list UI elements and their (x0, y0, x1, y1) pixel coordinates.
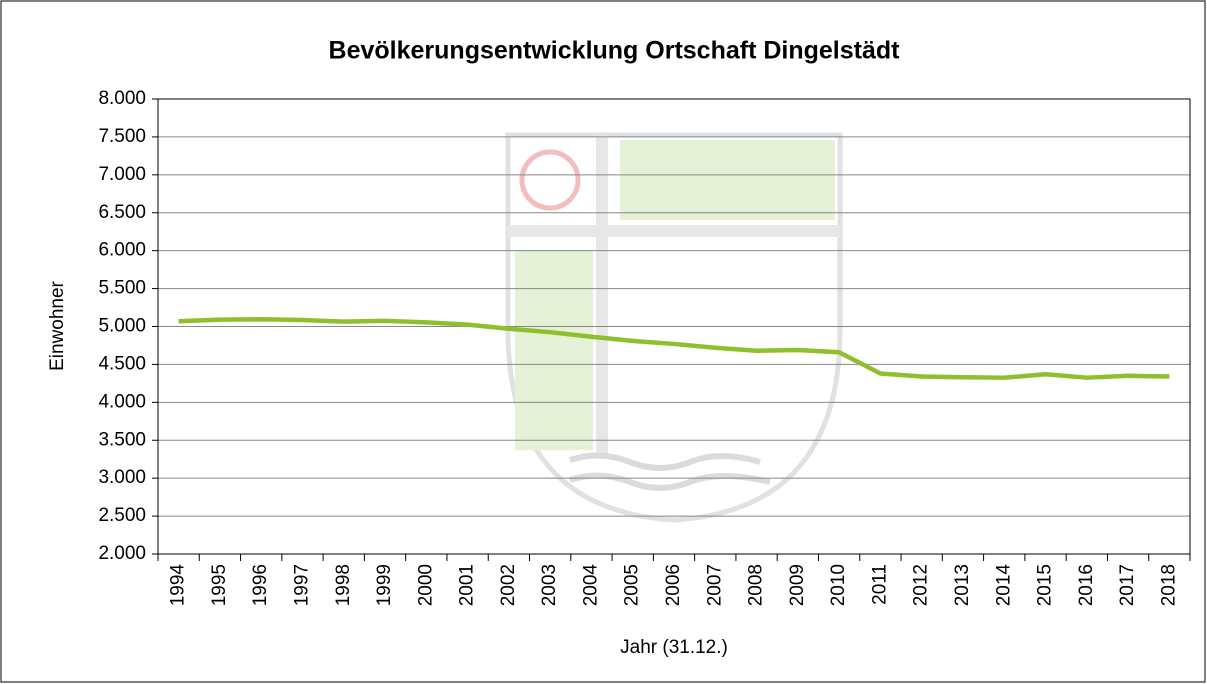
chart-title: Bevölkerungsentwicklung Ortschaft Dingel… (329, 37, 901, 65)
y-tick-label: 6.000 (98, 240, 146, 261)
y-tick-label: 4.500 (98, 353, 146, 374)
x-tick-label: 1997 (291, 564, 312, 606)
y-tick-label: 5.000 (98, 316, 146, 337)
x-tick-label: 2011 (869, 564, 890, 605)
x-tick-label: 2014 (993, 564, 1014, 607)
x-tick-label: 2009 (787, 564, 808, 606)
x-tick-label: 2005 (622, 564, 643, 606)
y-tick-label: 2.500 (98, 505, 146, 526)
x-tick-label: 2015 (1035, 564, 1056, 606)
x-tick-label: 2013 (952, 564, 973, 606)
x-tick-label: 1995 (209, 564, 230, 606)
x-tick-label: 2006 (663, 564, 684, 606)
y-tick-label: 6.500 (98, 202, 146, 223)
y-axis-title: Einwohner (47, 280, 68, 370)
x-axis-title: Jahr (31.12.) (620, 637, 728, 658)
y-tick-label: 8.000 (98, 88, 146, 109)
y-tick-label: 5.500 (98, 278, 146, 299)
x-tick-label: 2004 (580, 564, 601, 607)
x-tick-label: 2007 (704, 564, 725, 606)
x-tick-label: 2000 (415, 564, 436, 606)
x-tick-label: 2012 (911, 564, 932, 606)
x-tick-label: 2017 (1117, 564, 1138, 606)
x-tick-label: 2016 (1076, 564, 1097, 606)
x-tick-label: 2008 (746, 564, 767, 606)
y-tick-label: 7.500 (98, 126, 146, 147)
y-tick-label: 7.000 (98, 164, 146, 185)
x-tick-label: 1996 (250, 564, 271, 606)
x-tick-label: 2001 (457, 564, 478, 606)
x-tick-label: 2018 (1158, 564, 1179, 606)
y-tick-label: 2.000 (98, 543, 146, 564)
y-tick-label: 4.000 (98, 391, 146, 412)
x-tick-label: 1998 (333, 564, 354, 606)
y-tick-label: 3.000 (98, 467, 146, 488)
chart: Bevölkerungsentwicklung Ortschaft Dingel… (0, 0, 1207, 684)
page: {"chart_data": {"type": "line", "title":… (0, 0, 1207, 684)
y-tick-label: 3.500 (98, 429, 146, 450)
x-tick-label: 1999 (374, 564, 395, 606)
x-tick-label: 2003 (539, 564, 560, 606)
x-tick-label: 1994 (168, 564, 189, 607)
x-tick-label: 2002 (498, 564, 519, 606)
x-tick-label: 2010 (828, 564, 849, 606)
